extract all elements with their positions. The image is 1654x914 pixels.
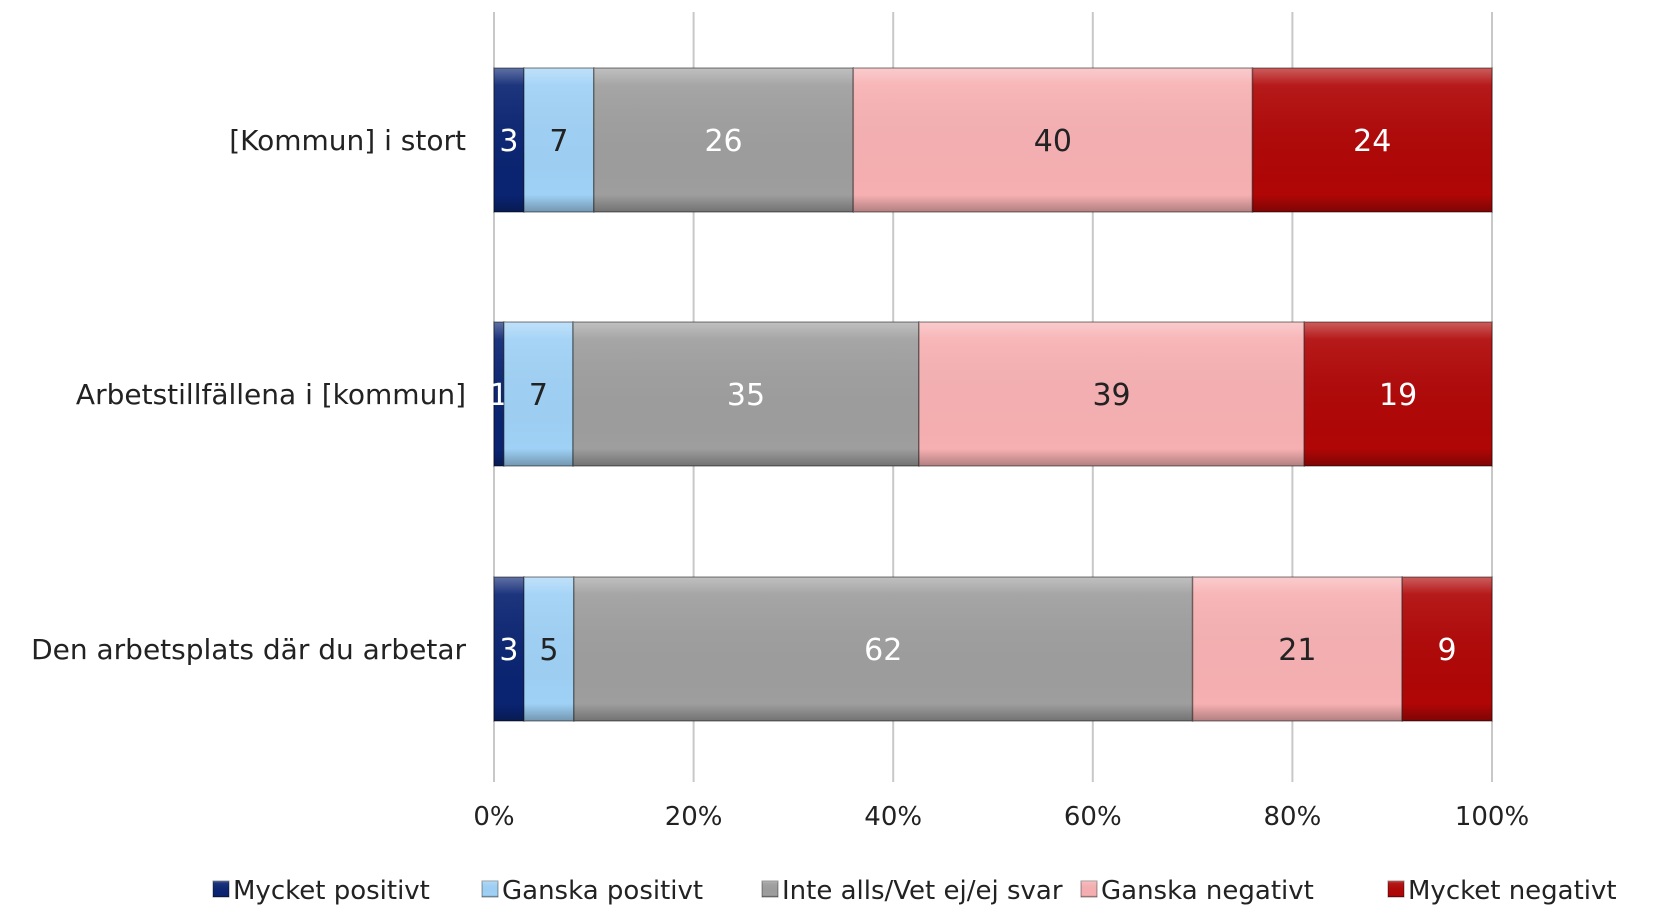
legend-swatch-bevel	[213, 881, 229, 897]
bars: 3 7 26 40 241 7 35 39 193 5 62 21 9	[489, 67, 1493, 722]
data-label: 3	[499, 124, 518, 159]
data-label: 35	[727, 378, 765, 413]
x-tick-label: 20%	[665, 802, 723, 832]
legend: Mycket positivt Ganska positivt Inte alls/…	[212, 876, 1617, 906]
legend-label: Ganska positivt	[502, 876, 703, 906]
legend-item: Ganska positivt	[481, 876, 703, 906]
bar-bevel	[593, 67, 855, 213]
bar-bevel	[1401, 576, 1493, 722]
legend-label: Mycket negativt	[1408, 876, 1617, 906]
legend-swatch-bevel	[482, 881, 498, 897]
legend-item: Mycket negativt	[1387, 876, 1617, 906]
bar-bevel	[1251, 67, 1493, 213]
data-label: 39	[1092, 378, 1130, 413]
data-label: 7	[549, 124, 568, 159]
legend-swatch-bevel	[1388, 881, 1404, 897]
legend-item: Ganska negativt	[1080, 876, 1314, 906]
bar-bevel	[918, 321, 1306, 467]
bar-bevel	[523, 576, 575, 722]
x-axis-tick-labels: 0% 20% 40% 60% 80% 100%	[473, 802, 1529, 832]
legend-item: Mycket positivt	[212, 876, 430, 906]
legend-label: Inte alls/Vet ej/ej svar	[782, 876, 1063, 906]
bar-segment	[918, 321, 1306, 467]
bar-segment	[1401, 576, 1493, 722]
bar-bevel	[1191, 576, 1403, 722]
data-label: 21	[1278, 633, 1316, 668]
bar-segment	[493, 576, 525, 722]
legend-swatch-bevel	[1081, 881, 1097, 897]
x-tick-label: 80%	[1264, 802, 1322, 832]
bar-segment	[1251, 67, 1493, 213]
legend-label: Ganska negativt	[1101, 876, 1314, 906]
data-label: 5	[539, 633, 558, 668]
bar-segment	[523, 576, 575, 722]
bar-bevel	[1303, 321, 1493, 467]
data-label: 24	[1353, 124, 1391, 159]
bar-segment	[573, 576, 1194, 722]
x-tick-label: 40%	[864, 802, 922, 832]
legend-item: Inte alls/Vet ej/ej svar	[761, 876, 1063, 906]
bar-bevel	[573, 576, 1194, 722]
data-label: 26	[704, 124, 742, 159]
bar-bevel	[523, 67, 595, 213]
bar-bevel	[852, 67, 1254, 213]
legend-label: Mycket positivt	[233, 876, 430, 906]
data-label: 1	[489, 378, 508, 413]
bar-segment	[593, 67, 855, 213]
bar-segment	[1191, 576, 1403, 722]
bar-bevel	[503, 321, 574, 467]
bar-segment	[523, 67, 595, 213]
x-tick-label: 60%	[1064, 802, 1122, 832]
category-label: Den arbetsplats där du arbetar	[31, 633, 466, 666]
category-labels: [Kommun] i stort Arbetstillfällena i [kom…	[31, 124, 466, 666]
x-tick-label: 100%	[1455, 802, 1529, 832]
category-label: [Kommun] i stort	[229, 124, 466, 157]
data-label: 62	[864, 633, 902, 668]
legend-swatch-bevel	[762, 881, 778, 897]
data-label: 19	[1379, 378, 1417, 413]
data-label: 40	[1034, 124, 1072, 159]
x-tick-label: 0%	[473, 802, 514, 832]
bar-segment	[1303, 321, 1493, 467]
bar-bevel	[493, 576, 525, 722]
category-label: Arbetstillfällena i [kommun]	[76, 378, 466, 411]
bar-segment	[503, 321, 574, 467]
bar-segment	[852, 67, 1254, 213]
data-label: 9	[1438, 633, 1457, 668]
data-label: 3	[499, 633, 518, 668]
data-label: 7	[529, 378, 548, 413]
